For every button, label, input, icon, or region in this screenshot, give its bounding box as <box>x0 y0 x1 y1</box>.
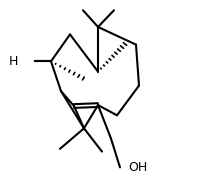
Text: H: H <box>9 55 18 68</box>
Text: OH: OH <box>128 161 147 174</box>
